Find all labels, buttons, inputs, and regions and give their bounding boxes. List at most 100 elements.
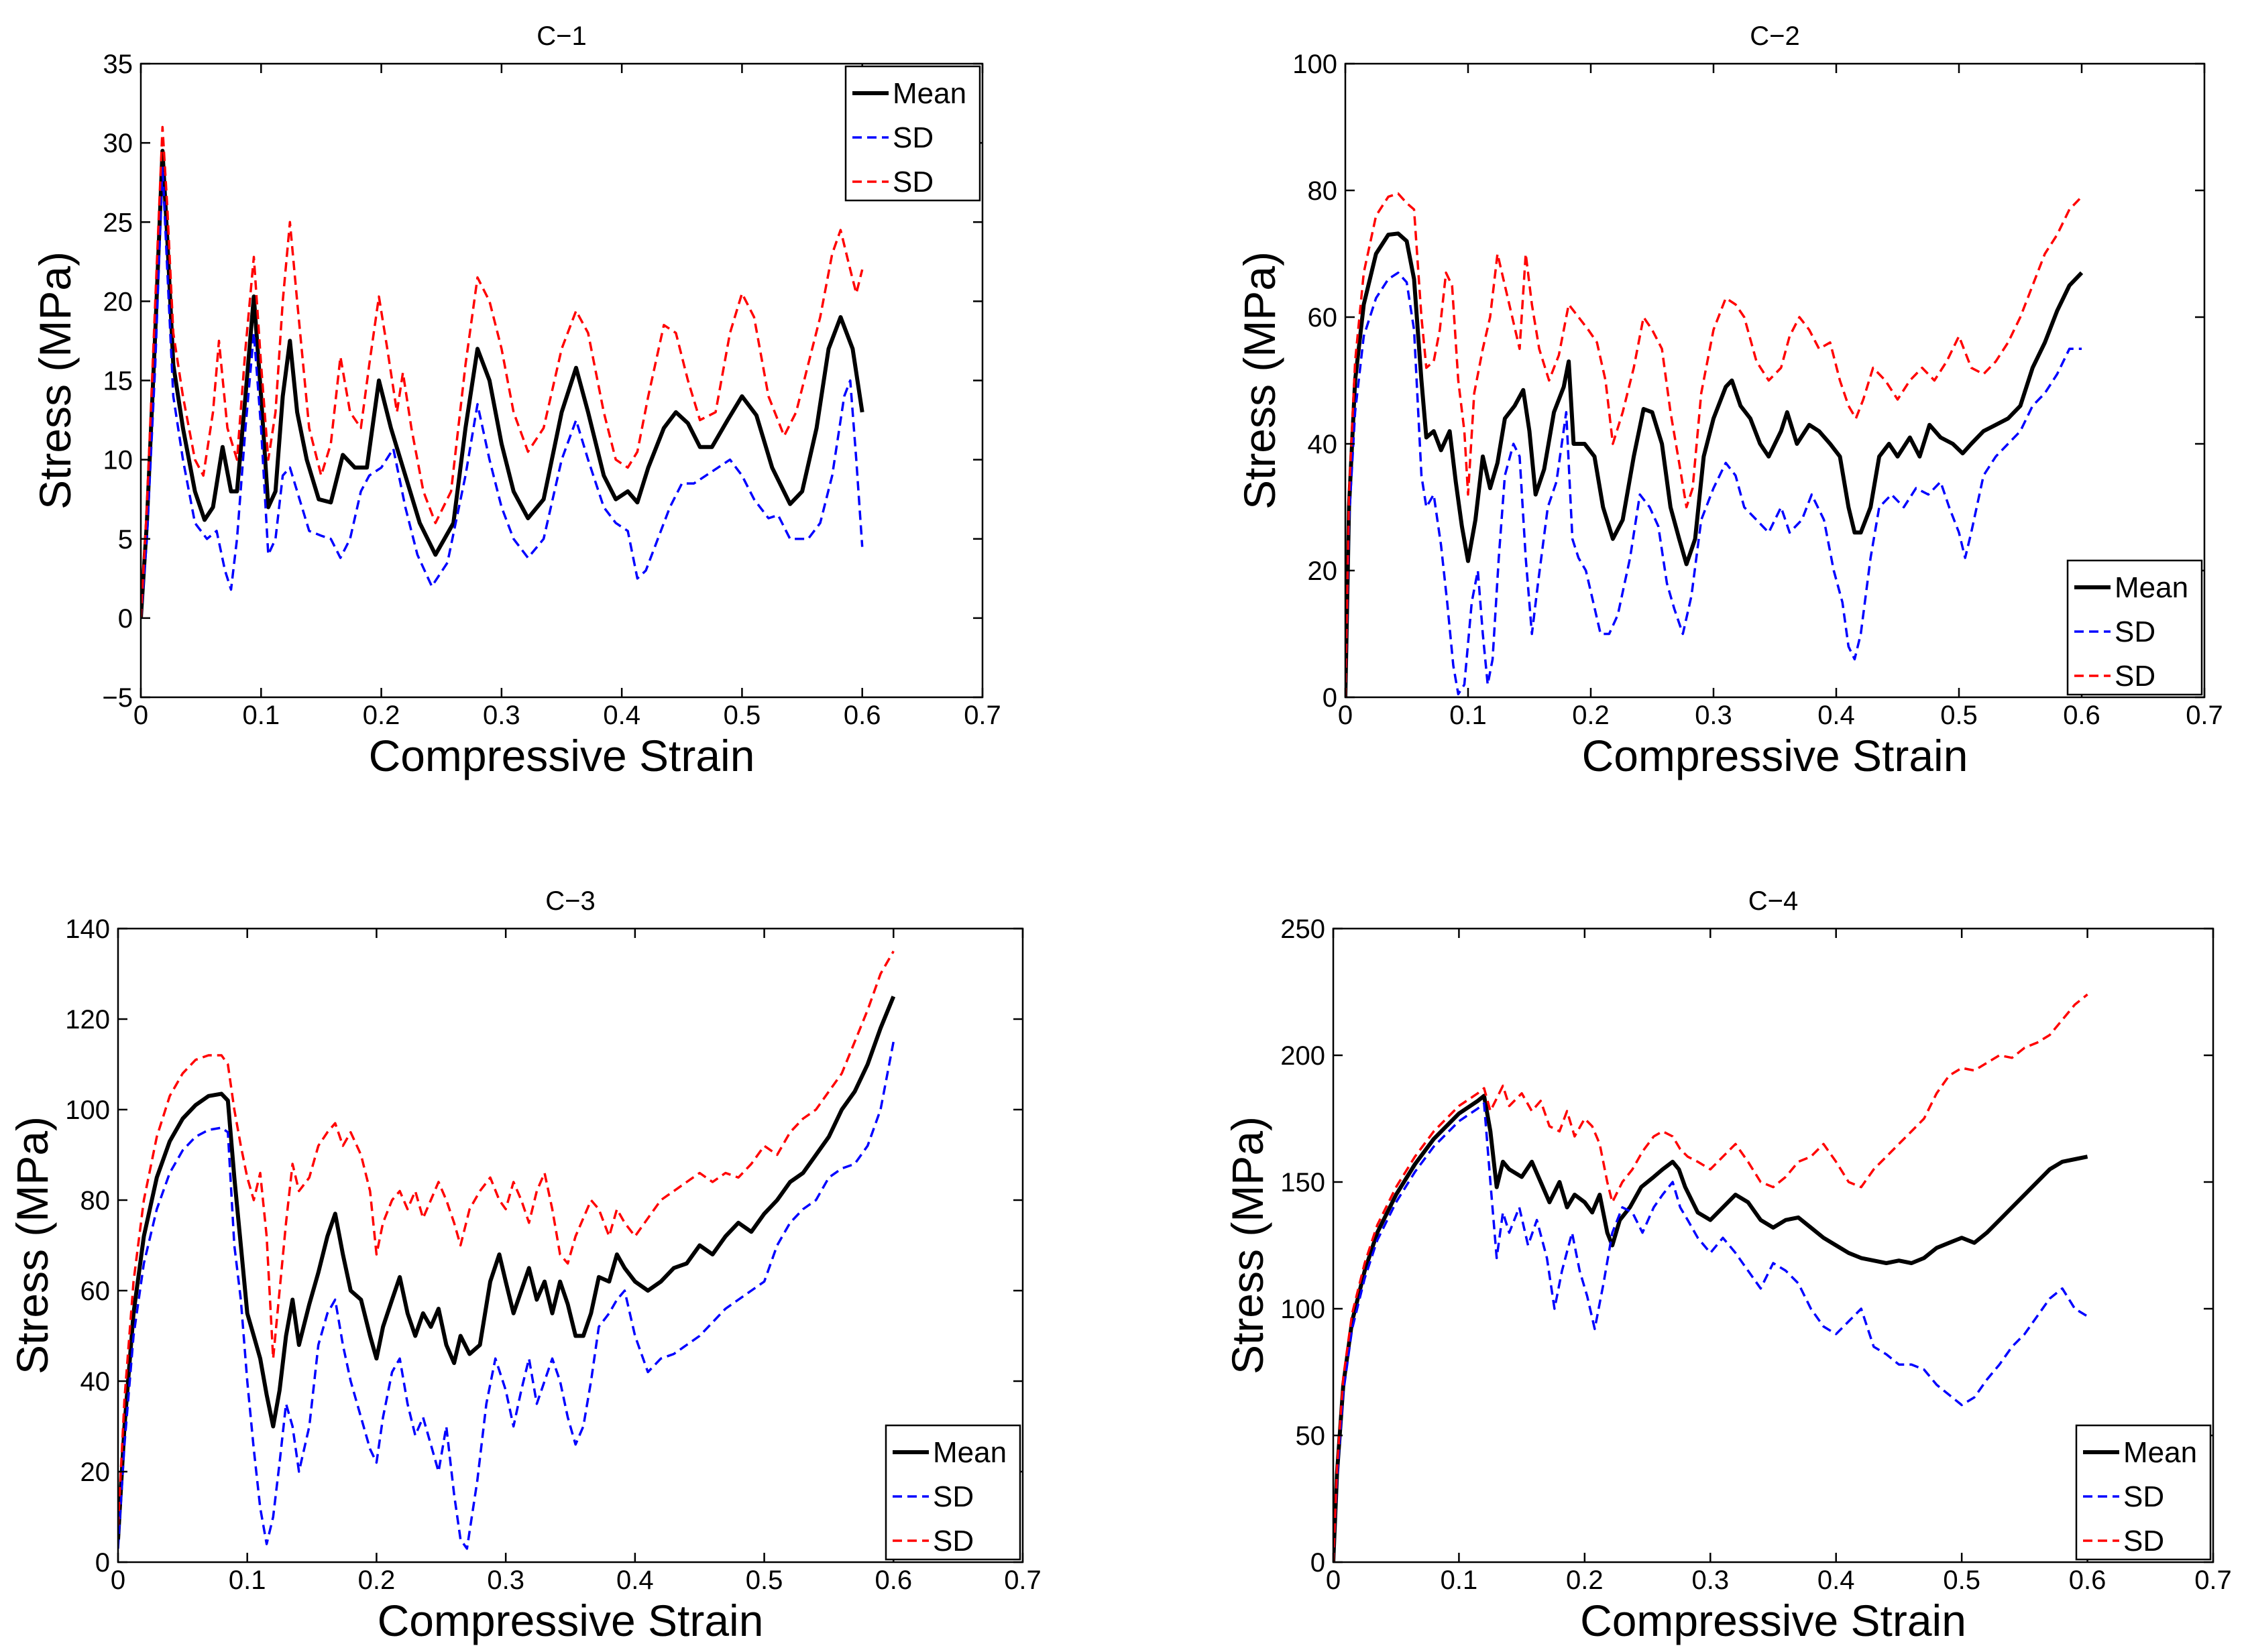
chart-4-xtick-label: 0.3 — [1691, 1566, 1729, 1595]
chart-1-xtick-label: 0 — [133, 701, 148, 730]
chart-3-series-sd-1 — [118, 1041, 895, 1550]
chart-2-axes-box — [1344, 62, 2206, 699]
chart-4-title: C−4 — [1748, 886, 1799, 916]
chart-4-xtick-label: 0.7 — [2194, 1566, 2232, 1595]
chart-2-xtick-label: 0.3 — [1695, 701, 1732, 730]
chart-3-ytick-label: 120 — [65, 1005, 110, 1035]
chart-2-xtick-label: 0.7 — [2186, 701, 2223, 730]
chart-2: 0 0.1 0.2 0.3 0.4 0.5 0.6 0.7 0 20 40 60 80 100 C−2 Com… — [1235, 21, 2223, 780]
chart-3-axes-box — [117, 927, 1024, 1564]
chart-3-xtick-label: 0.7 — [1004, 1566, 1042, 1595]
chart-4-xtick-label: 0.6 — [2069, 1566, 2107, 1595]
chart-4-xtick-label: 0.2 — [1566, 1566, 1604, 1595]
chart-1-series-sd-1 — [141, 165, 864, 619]
chart-2-ytick-label: 100 — [1292, 50, 1337, 79]
chart-2-series-sd-2 — [1345, 192, 2083, 697]
chart-1-xtick-label: 0.4 — [603, 701, 640, 730]
chart-3-xtick-label: 0.2 — [358, 1566, 396, 1595]
chart-1-ytick-label: 30 — [103, 129, 133, 158]
chart-4-xtick-label: 0.5 — [1943, 1566, 1980, 1595]
chart-1-xtick-label: 0.7 — [964, 701, 1001, 730]
chart-3-ytick-label: 140 — [65, 914, 110, 944]
chart-4-ytick-label: 150 — [1280, 1168, 1325, 1197]
chart-2-xtick-label: 0.6 — [2063, 701, 2100, 730]
chart-4-ytick-label: 50 — [1296, 1421, 1326, 1451]
chart-1-xlabel: Compressive Strain — [369, 731, 755, 780]
chart-1-series-mean — [141, 148, 864, 619]
chart-4-ytick-label: 250 — [1280, 914, 1325, 944]
chart-2-ylabel: Stress (MPa) — [1235, 251, 1284, 510]
chart-2-xtick-label: 0.5 — [1940, 701, 1978, 730]
chart-3-ytick-label: 100 — [65, 1096, 110, 1125]
chart-3-ytick-label: 40 — [80, 1367, 111, 1397]
chart-1-legend-box — [844, 65, 981, 202]
chart-3-ytick-label: 60 — [80, 1277, 111, 1306]
chart-4: 0 0.1 0.2 0.3 0.4 0.5 0.6 0.7 0 50 100 150 200 250 C−4… — [1223, 886, 2232, 1645]
chart-2-ytick-label: 80 — [1308, 176, 1338, 206]
chart-3-legend-label: SD — [933, 1525, 974, 1557]
chart-2-legend-box — [2066, 559, 2203, 696]
chart-2-legend: Mean SD SD — [2066, 559, 2203, 696]
chart-4-ytick-label: 100 — [1280, 1295, 1325, 1324]
chart-3-xtick-label: 0 — [111, 1566, 125, 1595]
chart-2-legend-label: Mean — [2115, 571, 2188, 604]
chart-1-legend-label: SD — [893, 166, 934, 198]
chart-4-xlabel: Compressive Strain — [1580, 1596, 1966, 1645]
chart-4-series-mean — [1333, 1094, 2088, 1562]
chart-4-axes-box — [1332, 927, 2214, 1564]
chart-1-ytick-label: 35 — [103, 50, 133, 79]
chart-2-ytick-label: 20 — [1308, 556, 1338, 586]
chart-1-legend: Mean SD SD — [844, 65, 981, 202]
chart-3-xtick-label: 0.6 — [875, 1566, 912, 1595]
chart-2-xlabel: Compressive Strain — [1582, 731, 1968, 780]
chart-1-ytick-label: 10 — [103, 446, 133, 475]
chart-2-ytick-label: 60 — [1308, 303, 1338, 333]
chart-3-legend-label: SD — [933, 1480, 974, 1513]
chart-1-ytick-label: 15 — [103, 367, 133, 396]
chart-3-legend-box — [885, 1424, 1021, 1561]
chart-2-xtick-label: 0.1 — [1449, 701, 1487, 730]
chart-1: 0 0.1 0.2 0.3 0.4 0.5 0.6 0.7−505101520253035C−… — [30, 21, 1001, 780]
chart-1-ylabel: Stress (MPa) — [30, 251, 80, 510]
chart-4-xtick-label: 0 — [1326, 1566, 1341, 1595]
chart-1-ytick-label: 5 — [118, 525, 133, 554]
chart-3-legend-label: Mean — [933, 1436, 1007, 1469]
chart-4-xtick-label: 0.4 — [1817, 1566, 1855, 1595]
chart-3-series-sd-2 — [118, 950, 895, 1527]
chart-3-series-mean — [118, 996, 896, 1540]
chart-1-xtick-label: 0.6 — [844, 701, 881, 730]
chart-4-series-sd-1 — [1333, 1102, 2088, 1562]
chart-3-title: C−3 — [545, 886, 596, 916]
chart-2-xtick-label: 0 — [1338, 701, 1353, 730]
chart-1-legend-label: Mean — [893, 77, 966, 110]
chart-2-legend-label: SD — [2115, 615, 2155, 648]
chart-2-ytick-label: 40 — [1308, 430, 1338, 459]
chart-4-ytick-label: 200 — [1280, 1041, 1325, 1071]
chart-3-ytick-label: 80 — [80, 1186, 111, 1216]
chart-4-legend-box — [2075, 1424, 2212, 1561]
chart-4-legend-label: Mean — [2123, 1436, 2197, 1469]
chart-1-ytick-label: 20 — [103, 287, 133, 316]
chart-3-xtick-label: 0.5 — [746, 1566, 783, 1595]
chart-1-ytick-label: 0 — [118, 604, 133, 634]
chart-3-xtick-label: 0.4 — [616, 1566, 654, 1595]
chart-1-ytick-label: −5 — [102, 683, 133, 713]
chart-3-xtick-label: 0.3 — [487, 1566, 524, 1595]
chart-1-xtick-label: 0.1 — [242, 701, 280, 730]
chart-4-ytick-label: 0 — [1310, 1548, 1325, 1578]
chart-3-ytick-label: 0 — [95, 1548, 110, 1578]
chart-3-ylabel: Stress (MPa) — [7, 1116, 57, 1374]
chart-2-xtick-label: 0.4 — [1817, 701, 1855, 730]
chart-2-title: C−2 — [1750, 21, 1800, 51]
chart-2-ytick-label: 0 — [1323, 683, 1337, 713]
chart-3-xtick-label: 0.1 — [229, 1566, 266, 1595]
chart-1-series-sd-2 — [141, 125, 864, 618]
chart-1-title: C−1 — [537, 21, 587, 51]
chart-1-legend-label: SD — [893, 121, 934, 154]
chart-2-series-mean — [1345, 231, 2084, 697]
chart-2-xtick-label: 0.2 — [1572, 701, 1610, 730]
chart-4-xtick-label: 0.1 — [1441, 1566, 1478, 1595]
chart-1-xtick-label: 0.5 — [724, 701, 761, 730]
chart-4-ylabel: Stress (MPa) — [1223, 1116, 1272, 1374]
